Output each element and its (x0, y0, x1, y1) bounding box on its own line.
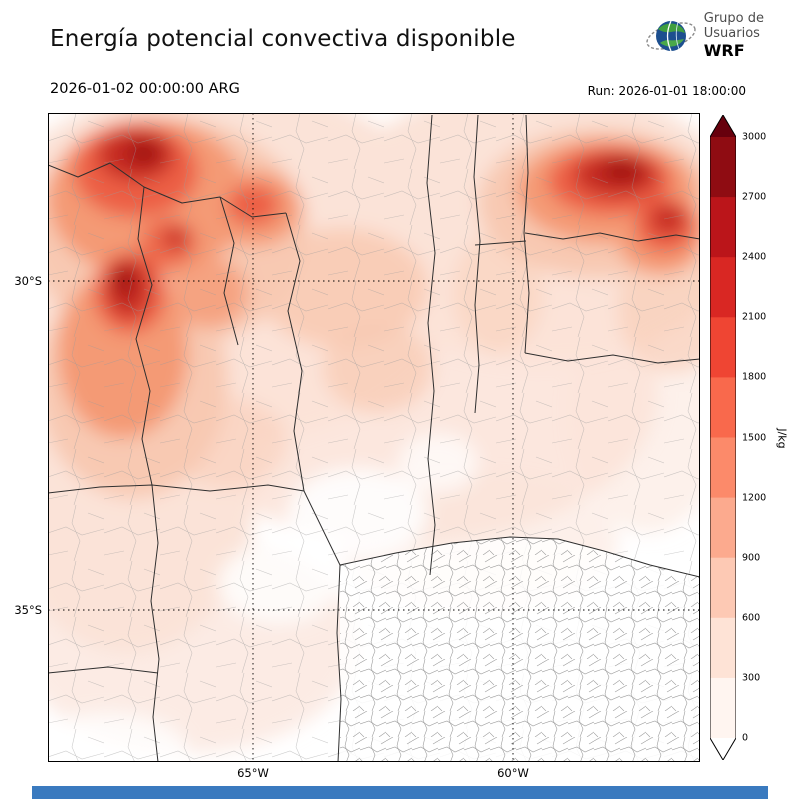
colorbar-svg (709, 114, 737, 761)
colorbar-tick-label: 1500 (742, 432, 767, 443)
colorbar-tick-label: 300 (742, 672, 761, 684)
colorbar-tick-label: 0 (742, 732, 749, 744)
wrf-logo: Grupo de Usuarios WRF (645, 11, 764, 61)
colorbar (709, 114, 737, 761)
lat-tick-35s: 35°S (14, 603, 42, 617)
buenos-aires-departments (340, 537, 700, 762)
colorbar-tick-label: 900 (742, 552, 761, 564)
colorbar-unit-label: J/kg (775, 428, 789, 449)
cape-map-plot (48, 113, 700, 762)
colorbar-tick-label: 2400 (742, 251, 767, 263)
lat-tick-30s: 30°S (14, 274, 42, 288)
lon-tick-65w: 65°W (237, 766, 269, 780)
colorbar-tick-label: 600 (742, 612, 761, 624)
colorbar-tick-label: 1800 (742, 371, 767, 383)
map-frame (48, 113, 700, 762)
colorbar-tick-label: 3000 (742, 131, 767, 143)
logo-line-wrf: WRF (703, 41, 745, 61)
logo-text: Grupo de Usuarios WRF (703, 11, 764, 61)
colorbar-tick-label: 1200 (742, 492, 767, 504)
colorbar-tick-label: 2700 (742, 191, 767, 203)
lon-tick-60w: 60°W (497, 766, 529, 780)
logo-line-2: Usuarios (703, 25, 760, 41)
colorbar-ticks: 3000 2700 2400 2100 1800 1500 1200 900 600 300 0 (742, 132, 782, 744)
logo-line-1: Grupo de (703, 11, 764, 26)
run-time-label: Run: 2026-01-01 18:00:00 (587, 84, 746, 98)
globe-icon (646, 20, 696, 52)
province-boundaries (48, 114, 700, 762)
footer-bar (32, 786, 768, 799)
valid-time-label: 2026-01-02 00:00:00 ARG (50, 81, 240, 97)
graticule (48, 113, 700, 762)
cape-map (48, 113, 700, 762)
colorbar-tick-label: 2100 (742, 311, 767, 323)
page-title: Energía potencial convectiva disponible (50, 26, 516, 52)
